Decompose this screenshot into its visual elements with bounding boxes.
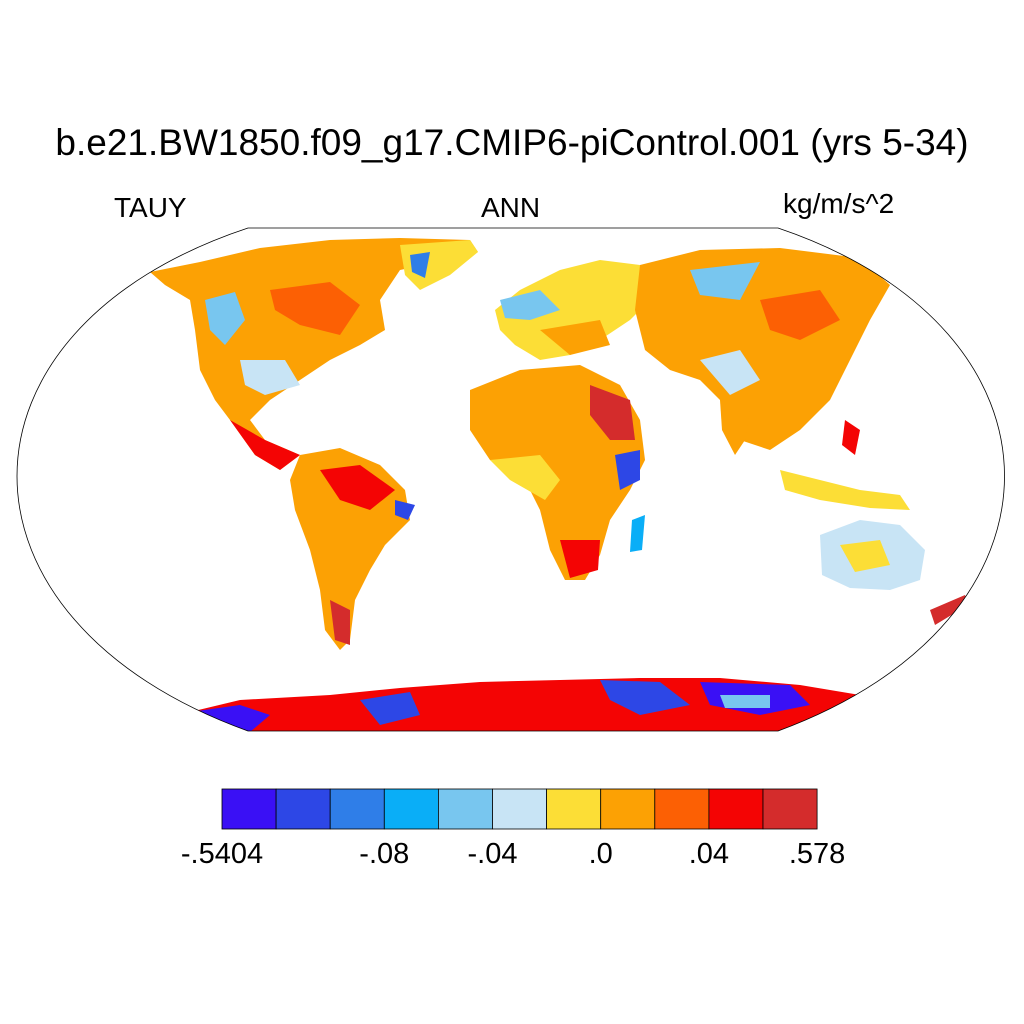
land-greenland (400, 240, 478, 290)
land-na-red2 (230, 420, 300, 470)
land-asia-red2 (842, 420, 860, 455)
land-asia-blue (690, 262, 760, 300)
colorbar-box-5 (492, 788, 547, 830)
colorbar-box-10 (762, 788, 818, 830)
plot-title: b.e21.BW1850.f09_g17.CMIP6-piControl.001… (55, 122, 969, 163)
land-asia-lightblue (700, 350, 760, 395)
land-new-zealand (930, 595, 968, 625)
colorbar-box-8 (654, 788, 710, 830)
land-na-red (270, 282, 360, 335)
colorbar-box-1 (275, 788, 331, 830)
land-sa-red (320, 465, 395, 510)
land-sa-red2 (330, 600, 350, 645)
colorbar-box-2 (329, 788, 385, 830)
colorbar-box-6 (546, 788, 602, 830)
land-asia (635, 248, 890, 450)
colorbar-box-3 (383, 788, 439, 830)
land-indonesia (780, 470, 910, 510)
globe-outline (16, 227, 1005, 732)
land-antarctica-blue2 (360, 692, 420, 725)
land-madagascar (630, 515, 645, 552)
land-europe (495, 260, 650, 360)
land-australia-orange (840, 540, 890, 572)
colorbar-label-1: -.08 (359, 838, 410, 870)
colorbar-label-0: -.5404 (180, 838, 264, 870)
land-europe-blue (500, 290, 560, 320)
land-na-lightblue (240, 360, 300, 395)
land-antarctica-lightblue (720, 695, 770, 708)
variable-label: TAUY (114, 192, 187, 223)
colorbar (221, 788, 818, 830)
colorbar-label-3: .0 (588, 838, 613, 870)
land-asia-red (760, 290, 840, 340)
land-africa-blue (615, 450, 640, 490)
land-antarctica-blue3 (600, 680, 690, 715)
land-sa-blue (395, 500, 415, 520)
colorbar-box-9 (708, 788, 764, 830)
colorbar-label-2: -.04 (467, 838, 518, 870)
land-africa-yellow (490, 455, 560, 500)
land-greenland-blue (410, 252, 430, 278)
colorbar-label-4: .04 (688, 838, 730, 870)
land-na-blue (205, 292, 245, 345)
units-label: kg/m/s^2 (783, 188, 895, 219)
colorbar-box-7 (600, 788, 656, 830)
land-india (720, 400, 750, 455)
colorbar-label-5: .578 (788, 838, 846, 870)
colorbar-box-0 (221, 788, 277, 830)
land-africa-red2 (560, 540, 600, 578)
season-label: ANN (481, 192, 541, 223)
land-africa-red (590, 385, 635, 440)
colorbar-box-4 (437, 788, 493, 830)
land-antarctica (170, 678, 880, 731)
land-europe-orange (540, 320, 610, 355)
